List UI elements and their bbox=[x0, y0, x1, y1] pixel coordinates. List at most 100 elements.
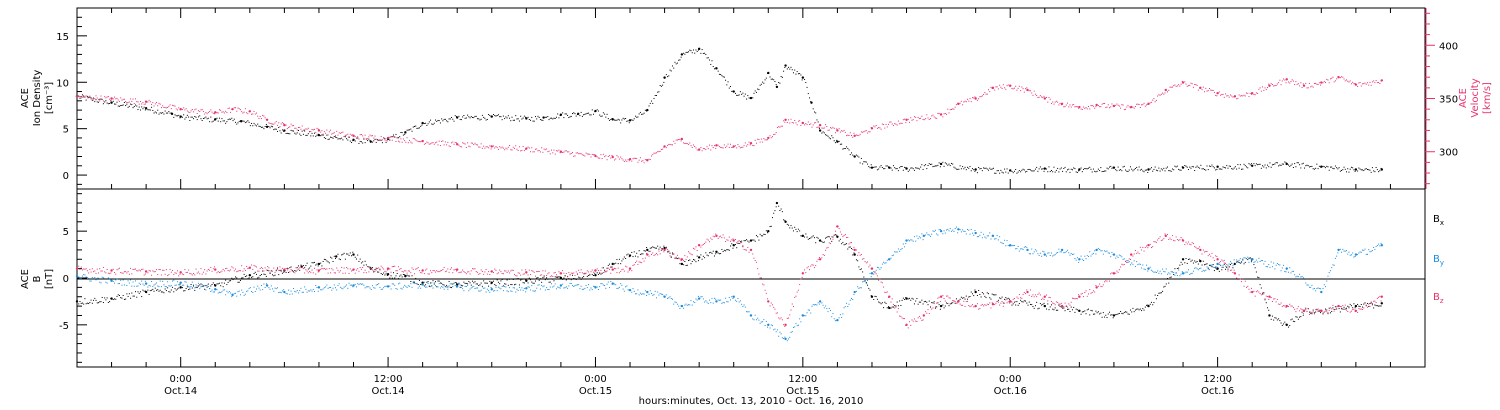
b-bx-sample bbox=[959, 298, 961, 300]
b-by-sample bbox=[507, 291, 509, 293]
velocity-sample bbox=[831, 127, 833, 129]
ion-density-sample bbox=[321, 134, 323, 136]
ion-density-sample bbox=[631, 119, 633, 121]
b-bx-sample bbox=[618, 258, 620, 260]
b-bx-sample bbox=[1229, 264, 1231, 266]
b-by-sample bbox=[1238, 259, 1240, 261]
b-by-sample bbox=[707, 302, 709, 304]
b-bx-sample bbox=[105, 299, 107, 301]
velocity-sample bbox=[563, 151, 565, 153]
ion-density-sample bbox=[586, 112, 588, 114]
b-by-sample bbox=[1059, 251, 1061, 253]
b-by-sample bbox=[1107, 252, 1109, 254]
b-bz-sample bbox=[159, 269, 161, 271]
b-by-sample bbox=[79, 278, 81, 280]
velocity-sample bbox=[912, 119, 914, 121]
ion-density-sample bbox=[707, 57, 709, 59]
velocity-sample bbox=[357, 136, 359, 138]
b-bx-sample bbox=[295, 270, 297, 272]
ion-density-sample bbox=[209, 121, 211, 123]
b-bz-point bbox=[283, 268, 286, 271]
ion-density-sample bbox=[1144, 169, 1146, 171]
ion-density-sample bbox=[94, 101, 96, 103]
b-bx-point bbox=[888, 306, 891, 310]
b-by-sample bbox=[1002, 243, 1004, 245]
b-by-sample bbox=[1058, 248, 1060, 250]
velocity-sample bbox=[476, 144, 478, 146]
velocity-sample bbox=[481, 147, 483, 149]
velocity-sample bbox=[836, 128, 838, 130]
b-bx-sample bbox=[1025, 300, 1027, 302]
velocity-sample bbox=[1048, 97, 1050, 99]
b-bz-sample bbox=[227, 269, 229, 271]
ion-density-sample bbox=[500, 116, 502, 118]
ion-density-sample bbox=[1020, 171, 1022, 173]
b-bz-sample bbox=[239, 270, 241, 272]
velocity-point bbox=[525, 147, 528, 150]
b-bz-sample bbox=[217, 271, 219, 273]
velocity-sample bbox=[151, 103, 153, 105]
b-by-sample bbox=[1022, 248, 1024, 250]
ion-density-sample bbox=[676, 62, 678, 64]
b-by-sample bbox=[222, 289, 224, 291]
b-by-sample bbox=[1025, 246, 1027, 248]
velocity-sample bbox=[1021, 86, 1023, 88]
velocity-sample bbox=[557, 150, 559, 152]
velocity-point bbox=[144, 100, 148, 103]
b-by-sample bbox=[990, 238, 992, 240]
b-bz-sample bbox=[521, 269, 523, 271]
b-bz-sample bbox=[591, 269, 593, 271]
b-by-sample bbox=[765, 320, 767, 322]
b-by-sample bbox=[167, 281, 169, 283]
b-bx-sample bbox=[1311, 313, 1313, 315]
velocity-sample bbox=[1075, 106, 1077, 108]
ion-density-sample bbox=[1028, 168, 1030, 170]
velocity-sample bbox=[1311, 85, 1313, 87]
b-bz-sample bbox=[553, 272, 555, 274]
ion-density-point bbox=[888, 166, 891, 169]
b-by-sample bbox=[197, 282, 199, 284]
ion-density-sample bbox=[296, 132, 298, 134]
b-bz-sample bbox=[326, 268, 328, 270]
velocity-sample bbox=[542, 151, 544, 153]
b-bz-sample bbox=[147, 272, 149, 274]
velocity-sample bbox=[184, 109, 186, 111]
x-tick-time-label: 0:00 bbox=[584, 374, 606, 385]
b-bx-sample bbox=[1268, 309, 1270, 311]
b-bz-sample bbox=[628, 269, 630, 271]
ion-density-sample bbox=[1100, 167, 1102, 169]
b-by-sample bbox=[1154, 271, 1156, 273]
b-by-sample bbox=[389, 285, 391, 287]
b-by-sample bbox=[505, 286, 507, 288]
velocity-sample bbox=[806, 124, 808, 126]
velocity-sample bbox=[1336, 78, 1338, 80]
b-by-sample bbox=[438, 283, 440, 285]
b-bz-sample bbox=[181, 273, 183, 275]
b-by-point bbox=[801, 314, 805, 317]
b-by-sample bbox=[432, 287, 434, 289]
b-bz-sample bbox=[417, 266, 419, 268]
ion-density-sample bbox=[190, 116, 192, 118]
velocity-sample bbox=[442, 140, 444, 142]
b-bx-sample bbox=[1133, 311, 1135, 313]
ion-density-sample bbox=[773, 79, 775, 81]
velocity-sample bbox=[1033, 90, 1035, 92]
ion-density-sample bbox=[1200, 164, 1202, 166]
b-bx-sample bbox=[554, 276, 556, 278]
b-by-sample bbox=[939, 229, 941, 231]
b-by-sample bbox=[379, 286, 381, 288]
b-bz-sample bbox=[91, 268, 93, 270]
ion-density-sample bbox=[752, 97, 754, 99]
b-bx-sample bbox=[153, 290, 155, 292]
b-bx-sample bbox=[1232, 267, 1234, 269]
b-bx-sample bbox=[702, 255, 704, 257]
ion-density-sample bbox=[709, 59, 711, 61]
b-by-sample bbox=[128, 282, 130, 284]
ion-density-sample bbox=[276, 130, 278, 132]
b-bz-sample bbox=[694, 248, 696, 250]
b-bx-sample bbox=[676, 258, 678, 260]
velocity-sample bbox=[432, 142, 434, 144]
ion-density-sample bbox=[1042, 168, 1044, 170]
velocity-sample bbox=[199, 111, 201, 113]
velocity-sample bbox=[1005, 88, 1007, 90]
